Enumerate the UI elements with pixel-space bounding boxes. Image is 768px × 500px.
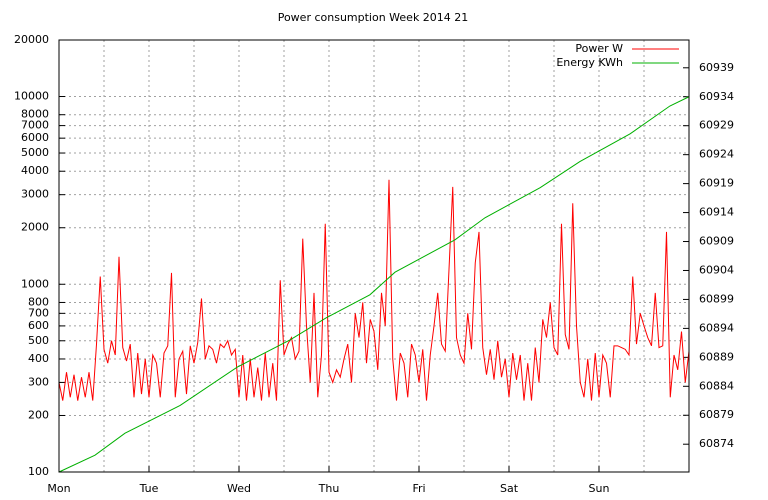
y-tick-label: 100 — [28, 465, 49, 478]
y2-tick-label: 60934 — [699, 90, 734, 103]
y2-tick-label: 60889 — [699, 350, 734, 363]
y-tick-label: 200 — [28, 408, 49, 421]
x-tick-label: Mon — [47, 482, 70, 495]
y-tick-label: 400 — [28, 352, 49, 365]
y2-tick-label: 60899 — [699, 292, 734, 305]
x-tick-label: Wed — [227, 482, 251, 495]
y-tick-label: 1000 — [21, 277, 49, 290]
y2-tick-label: 60909 — [699, 235, 734, 248]
y-tick-label: 6000 — [21, 131, 49, 144]
legend-label: Energy KWh — [556, 56, 623, 69]
y2-tick-label: 60929 — [699, 119, 734, 132]
y-tick-label: 4000 — [21, 164, 49, 177]
y-tick-label: 700 — [28, 306, 49, 319]
y2-tick-label: 60894 — [699, 321, 734, 334]
x-tick-label: Thu — [318, 482, 340, 495]
y2-tick-label: 60939 — [699, 61, 734, 74]
y2-tick-label: 60914 — [699, 206, 734, 219]
y-tick-label: 20000 — [14, 33, 49, 46]
x-tick-label: Sun — [589, 482, 610, 495]
series-line — [58, 96, 690, 473]
y2-tick-label: 60904 — [699, 263, 734, 276]
y-tick-label: 7000 — [21, 119, 49, 132]
y-tick-label: 500 — [28, 334, 49, 347]
y2-tick-label: 60924 — [699, 148, 734, 161]
y2-tick-label: 60874 — [699, 437, 734, 450]
chart-title: Power consumption Week 2014 21 — [278, 11, 469, 24]
y-tick-label: 600 — [28, 319, 49, 332]
y-tick-label: 10000 — [14, 90, 49, 103]
y-tick-label: 2000 — [21, 221, 49, 234]
y2-tick-label: 60884 — [699, 379, 734, 392]
plot-frame — [58, 39, 690, 473]
y2-tick-label: 60879 — [699, 408, 734, 421]
x-tick-label: Fri — [412, 482, 425, 495]
x-tick-label: Tue — [139, 482, 159, 495]
legend-label: Power W — [575, 42, 623, 55]
y-tick-label: 8000 — [21, 108, 49, 121]
y-tick-label: 800 — [28, 295, 49, 308]
x-tick-label: Sat — [500, 482, 519, 495]
y-tick-label: 3000 — [21, 188, 49, 201]
series-line — [58, 179, 690, 401]
y-tick-label: 300 — [28, 375, 49, 388]
y-tick-label: 5000 — [21, 146, 49, 159]
y2-tick-label: 60919 — [699, 177, 734, 190]
